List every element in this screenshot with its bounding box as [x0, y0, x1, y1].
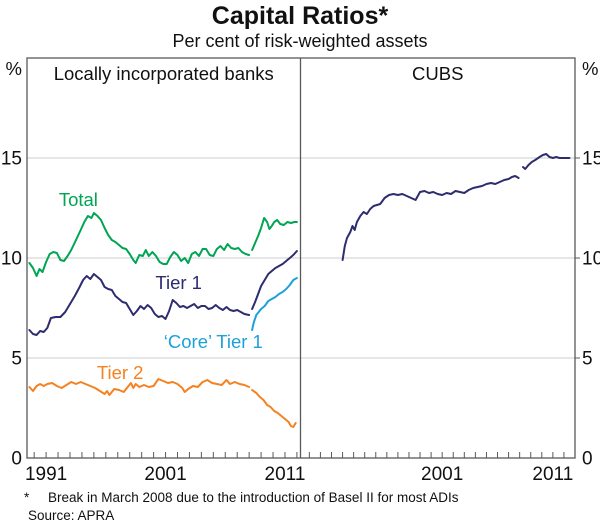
series-label-total: Total [59, 189, 98, 210]
unit-label-right: % [582, 58, 598, 79]
series-line-tier-1-seg1 [28, 273, 251, 336]
source-text: Source: APRA [28, 508, 115, 523]
y-tick-label-right-5: 5 [582, 349, 593, 370]
series-label-tier-2: Tier 2 [97, 362, 144, 383]
x-tick-label-2011: 2011 [265, 464, 306, 485]
chart-title: Capital Ratios* [211, 2, 389, 30]
x-tick-label-2011: 2011 [532, 464, 573, 485]
series-line-total-seg1 [28, 212, 251, 277]
footnote-block: * Break in March 2008 due to the introdu… [24, 489, 594, 525]
footnote-row: * Break in March 2008 due to the introdu… [24, 489, 594, 507]
series-line-total-seg2 [251, 217, 298, 251]
x-tick-label-2001: 2001 [144, 464, 186, 485]
unit-label-left: % [6, 58, 22, 79]
series-label-core-tier-1: ‘Core’ Tier 1 [164, 331, 263, 352]
panel-title-locally-incorporated-banks: Locally incorporated banks [54, 63, 274, 84]
series-line-cubs-seg1 [341, 175, 520, 261]
series-line-core-tier-1 [251, 277, 298, 331]
y-tick-label-left-15: 15 [1, 149, 22, 170]
series-label-tier-1: Tier 1 [155, 272, 202, 293]
x-tick-label-2001: 2001 [421, 464, 463, 485]
y-tick-label-right-0: 0 [582, 449, 593, 470]
series-line-tier-2-seg1 [28, 378, 251, 396]
series-line-cubs-seg2 [522, 153, 571, 170]
footnote-marker: * [24, 490, 30, 505]
chart-subtitle: Per cent of risk-weighted assets [172, 31, 428, 51]
series-line-tier-1-seg2 [251, 250, 298, 310]
y-tick-label-left-5: 5 [11, 349, 22, 370]
y-tick-label-left-0: 0 [11, 449, 22, 470]
y-tick-label-right-15: 15 [582, 149, 600, 170]
x-tick-label-1991: 1991 [25, 464, 67, 485]
footnote-text: Break in March 2008 due to the introduct… [48, 490, 459, 505]
y-tick-label-right-10: 10 [582, 249, 600, 270]
series-line-tier-2-seg2 [251, 389, 297, 428]
y-tick-label-left-10: 10 [1, 249, 22, 270]
panel-title-cubs: CUBS [412, 63, 463, 84]
